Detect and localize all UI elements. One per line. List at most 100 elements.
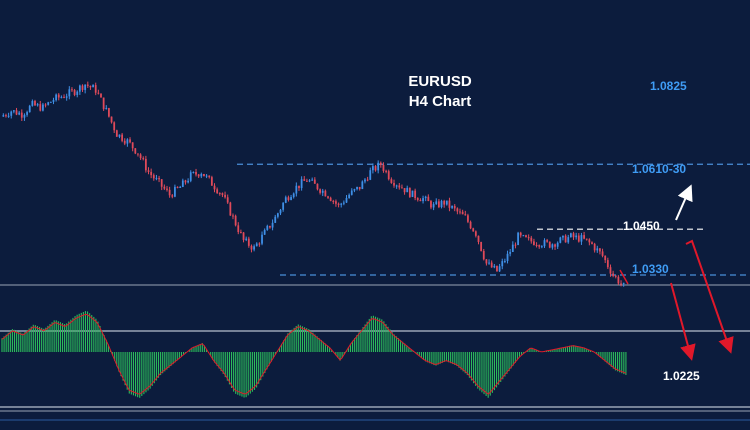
candle-body: [506, 253, 509, 261]
candle-body: [189, 172, 192, 181]
candle-body: [279, 209, 282, 214]
candle-body: [432, 204, 435, 208]
candle-body: [340, 203, 343, 205]
candle-body: [398, 185, 401, 188]
candle-body: [2, 115, 5, 117]
projection-arrows: [619, 184, 734, 361]
candle-body: [382, 164, 385, 171]
candle-body: [147, 170, 150, 172]
candle-body: [411, 190, 414, 197]
candle-body: [23, 114, 26, 118]
candle-body: [131, 142, 134, 149]
candle-body: [461, 211, 464, 215]
candle-body: [137, 153, 139, 155]
candle-body: [601, 251, 604, 256]
candle-body: [569, 233, 572, 238]
candles: [2, 81, 625, 287]
candle-body: [424, 196, 427, 199]
candle-body: [108, 108, 110, 117]
candle-body: [31, 101, 34, 106]
candle-body: [295, 185, 298, 194]
candle-body: [218, 193, 221, 195]
candle-body: [94, 85, 97, 93]
candle-body: [237, 225, 240, 233]
candle-body: [10, 111, 13, 116]
candle-body: [192, 171, 195, 173]
candle-body: [121, 134, 124, 141]
candle-body: [123, 140, 126, 144]
candle-body: [44, 104, 47, 106]
candle-body: [427, 196, 430, 202]
candle-body: [414, 190, 417, 199]
candle-body: [620, 283, 622, 285]
candle-body: [313, 179, 316, 184]
candle-body: [350, 190, 353, 195]
candle-body: [503, 260, 506, 262]
candle-body: [562, 235, 564, 238]
candle-body: [416, 198, 419, 200]
candle-body: [179, 186, 182, 188]
candle-body: [395, 185, 398, 187]
candle-body: [261, 234, 263, 244]
candle-body: [567, 237, 570, 243]
candle-body: [511, 244, 514, 253]
candle-body: [324, 190, 327, 197]
candle-body: [538, 245, 541, 247]
candle-body: [501, 261, 504, 267]
candle-body: [337, 203, 340, 205]
candle-body: [221, 193, 224, 195]
candle-body: [490, 262, 493, 268]
candle-body: [282, 202, 285, 210]
candle-body: [591, 242, 593, 244]
candle-body: [55, 94, 58, 101]
candle-body: [118, 134, 121, 137]
candle-body: [546, 240, 549, 242]
candle-body: [430, 201, 432, 208]
candle-body: [459, 211, 461, 213]
candle-body: [68, 89, 71, 97]
candle-body: [527, 237, 530, 239]
candle-body: [12, 110, 15, 112]
candle-body: [496, 265, 498, 272]
candle-body: [57, 94, 60, 98]
chart-title-symbol: EURUSD: [408, 73, 472, 90]
candle-body: [216, 189, 219, 194]
arrow-down-red-2: [670, 282, 696, 361]
candle-body: [509, 252, 512, 254]
candle-body: [554, 244, 556, 247]
candle-body: [213, 185, 216, 190]
candle-body: [290, 197, 292, 200]
candle-body: [242, 232, 245, 240]
candle-body: [366, 179, 369, 181]
candle-body: [39, 104, 42, 111]
candle-body: [224, 194, 226, 198]
labels: EURUSD H4 Chart 1.0825 1.0610-30 1.0450 …: [408, 73, 700, 383]
candle-body: [498, 266, 501, 272]
candle-body: [469, 221, 472, 229]
candle-body: [208, 175, 211, 178]
candle-body: [52, 100, 55, 102]
price-label-1-0610-30: 1.0610-30: [632, 162, 686, 176]
candle-body: [205, 175, 208, 177]
candle-body: [303, 179, 306, 181]
candle-body: [76, 91, 79, 95]
candle-body: [308, 180, 311, 182]
candle-body: [342, 202, 345, 204]
candle-body: [551, 244, 554, 248]
candle-body: [599, 248, 601, 252]
candle-body: [115, 130, 118, 137]
candle-body: [353, 189, 356, 191]
candle-body: [197, 174, 200, 177]
candle-body: [134, 148, 137, 154]
candle-body: [245, 238, 248, 240]
candle-body: [142, 158, 145, 160]
candle-body: [210, 177, 213, 186]
candle-body: [144, 158, 147, 171]
candle-body: [97, 92, 100, 94]
candle-body: [26, 112, 28, 115]
candle-body: [564, 235, 567, 243]
candle-body: [408, 187, 411, 197]
candle-body: [226, 197, 229, 203]
candle-body: [572, 233, 575, 238]
